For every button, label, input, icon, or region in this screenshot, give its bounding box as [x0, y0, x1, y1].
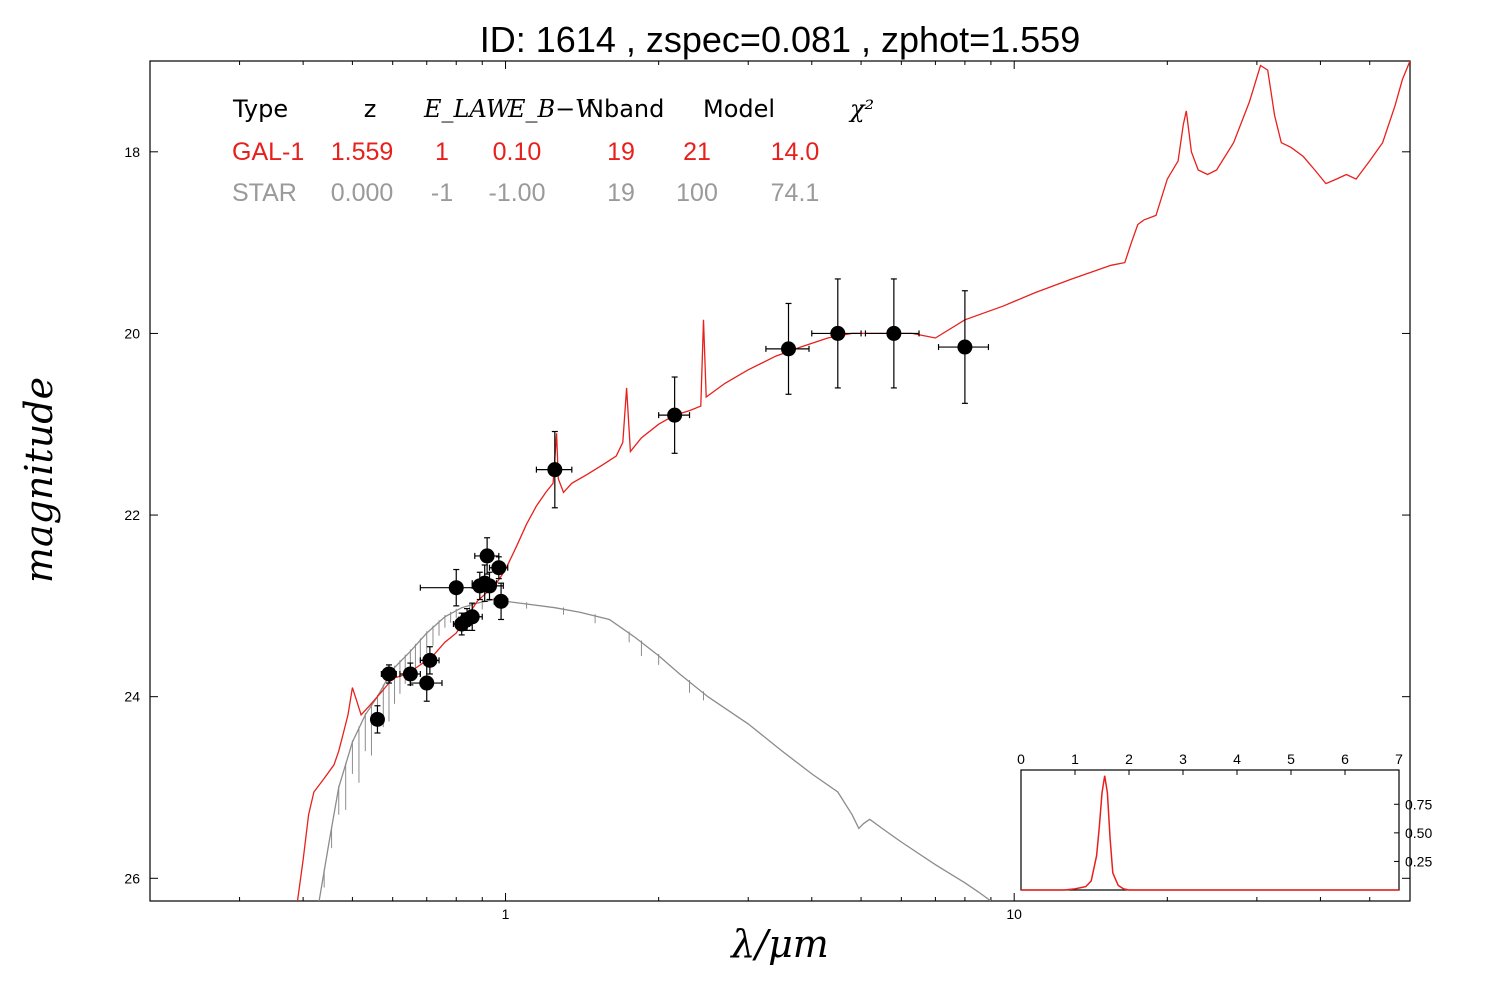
photometry-point [937, 290, 990, 404]
photometry-marker [491, 560, 507, 576]
photometry-point [369, 705, 385, 734]
photometry-marker [781, 341, 797, 357]
table-cell: GAL-1 [232, 138, 304, 166]
photometry-point [399, 662, 421, 686]
photometry-point [493, 582, 509, 621]
table-cell: -1 [431, 179, 453, 207]
table-cell: 19 [607, 179, 635, 207]
inset-x-tick-label: 3 [1179, 751, 1187, 767]
photometry-point [488, 556, 509, 580]
photometry-marker [479, 548, 495, 564]
photometry-point [474, 537, 500, 575]
inset-y-tick-label: 0.50 [1405, 825, 1432, 841]
photometry-marker [547, 462, 563, 478]
photometry-marker [422, 652, 438, 668]
table-header-cell: z [364, 95, 377, 123]
table-cell: 0.10 [493, 138, 542, 166]
table-cell: 1 [435, 138, 449, 166]
y-tick-label: 26 [124, 870, 140, 886]
photometry-marker [402, 666, 418, 682]
photometry-marker [482, 578, 498, 594]
photometry-point [461, 602, 483, 631]
inset-x-tick-label: 6 [1341, 751, 1349, 767]
photometry-marker [886, 325, 902, 341]
photometry-marker [448, 580, 464, 596]
table-header-cell: Model [703, 95, 775, 123]
table-header-cell: E_LAW [423, 95, 513, 123]
y-tick-label: 24 [124, 689, 140, 705]
photometry-marker [830, 325, 846, 341]
x-axis-label: λ/μm [729, 922, 829, 966]
table-cell: 19 [607, 138, 635, 166]
photometry-point [419, 646, 440, 675]
y-axis-label: magnitude [17, 377, 61, 583]
table-header-cell: Type [232, 95, 288, 123]
photometry-marker [957, 339, 973, 355]
table-cell: 74.1 [771, 179, 820, 207]
photometry-marker [493, 593, 509, 609]
photometry-point [535, 430, 573, 509]
y-tick-label: 22 [124, 507, 140, 523]
photometry-point [658, 376, 691, 454]
inset-x-tick-label: 1 [1071, 751, 1079, 767]
inset-frame [1020, 769, 1400, 891]
inset-x-tick-label: 0 [1017, 751, 1025, 767]
inset-x-tick-label: 4 [1233, 751, 1241, 767]
photometry-marker [464, 609, 480, 625]
photometry-marker [667, 407, 683, 423]
inset-x-tick-label: 7 [1395, 751, 1403, 767]
table-cell: 100 [676, 179, 718, 207]
y-tick-label: 20 [124, 325, 140, 341]
y-tick-label: 18 [124, 144, 140, 160]
table-cell: 21 [683, 138, 711, 166]
photometry-point [765, 302, 810, 395]
table-cell: -1.00 [489, 179, 546, 207]
plot-frame [149, 60, 1411, 902]
redshift-inset: 0 1 2 3 4 5 6 7 0.25 0.50 0.75 [1017, 751, 1432, 891]
x-tick-label: 1 [502, 906, 510, 922]
photometry-point [380, 664, 397, 684]
photometry-point [864, 278, 920, 389]
photometry-point [409, 664, 443, 702]
table-cell: 0.000 [331, 179, 394, 207]
photometry-point [811, 278, 862, 389]
pdz-curve [1021, 775, 1399, 891]
table-cell: STAR [232, 179, 297, 207]
photometry-marker [419, 675, 435, 691]
photometry-point [474, 571, 504, 601]
inset-x-tick-label: 5 [1287, 751, 1295, 767]
inset-x-tick-label: 2 [1125, 751, 1133, 767]
table-header-cell: χ² [848, 95, 874, 123]
inset-y-tick-label: 0.25 [1405, 853, 1432, 869]
table-header-cell: Nband [586, 95, 664, 123]
photometry-marker [369, 711, 385, 727]
table-cell: 14.0 [771, 138, 820, 166]
chart-title: ID: 1614 , zspec=0.081 , zphot=1.559 [480, 19, 1080, 60]
table-header-cell: E_B−V [507, 95, 595, 123]
photometry-marker [381, 666, 397, 682]
x-tick-label: 10 [1006, 906, 1022, 922]
inset-y-tick-label: 0.75 [1405, 796, 1432, 812]
table-cell: 1.559 [331, 138, 394, 166]
